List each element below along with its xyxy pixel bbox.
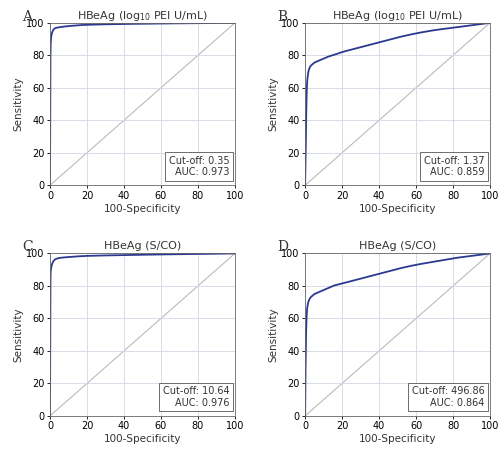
Text: B: B: [278, 10, 287, 24]
Text: Cut-off: 496.86
AUC: 0.864: Cut-off: 496.86 AUC: 0.864: [412, 386, 484, 408]
Title: HBeAg (log$_{10}$ PEI U/mL): HBeAg (log$_{10}$ PEI U/mL): [77, 9, 208, 23]
Y-axis label: Sensitivity: Sensitivity: [268, 77, 278, 131]
Title: HBeAg (log$_{10}$ PEI U/mL): HBeAg (log$_{10}$ PEI U/mL): [332, 9, 463, 23]
X-axis label: 100-Specificity: 100-Specificity: [104, 434, 181, 444]
X-axis label: 100-Specificity: 100-Specificity: [359, 203, 436, 213]
Text: C: C: [22, 240, 33, 255]
X-axis label: 100-Specificity: 100-Specificity: [359, 434, 436, 444]
Title: HBeAg (S/CO): HBeAg (S/CO): [104, 241, 181, 251]
Text: D: D: [278, 240, 288, 255]
Y-axis label: Sensitivity: Sensitivity: [14, 77, 24, 131]
Text: A: A: [22, 10, 32, 24]
Text: Cut-off: 1.37
AUC: 0.859: Cut-off: 1.37 AUC: 0.859: [424, 155, 484, 177]
Text: Cut-off: 0.35
AUC: 0.973: Cut-off: 0.35 AUC: 0.973: [168, 155, 230, 177]
X-axis label: 100-Specificity: 100-Specificity: [104, 203, 181, 213]
Y-axis label: Sensitivity: Sensitivity: [268, 308, 278, 362]
Title: HBeAg (S/CO): HBeAg (S/CO): [359, 241, 436, 251]
Text: Cut-off: 10.64
AUC: 0.976: Cut-off: 10.64 AUC: 0.976: [162, 386, 230, 408]
Y-axis label: Sensitivity: Sensitivity: [14, 308, 24, 362]
